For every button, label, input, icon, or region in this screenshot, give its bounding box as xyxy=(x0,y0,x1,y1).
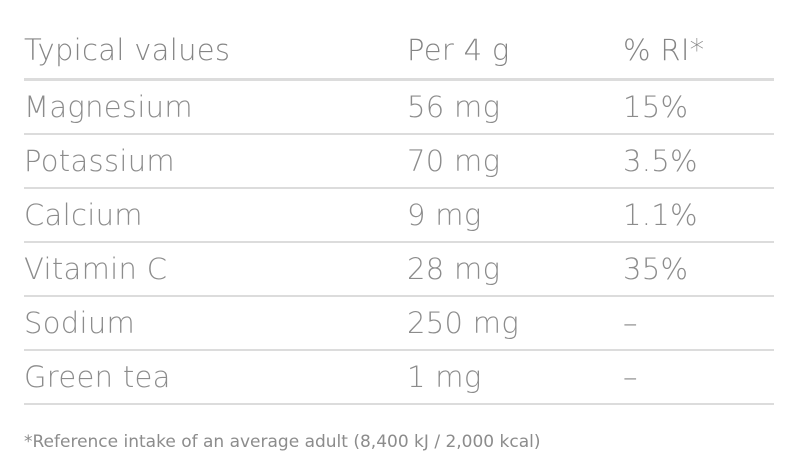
table-row: Magnesium 56 mg 15% xyxy=(24,81,774,135)
nutrient-ri: 35% xyxy=(623,252,689,286)
table-row: Green tea 1 mg – xyxy=(24,351,774,405)
nutrient-amount: 1 mg xyxy=(407,360,482,394)
nutrient-name: Magnesium xyxy=(24,90,193,124)
nutrient-name: Sodium xyxy=(24,306,136,340)
header-per-serving: Per 4 g xyxy=(407,33,510,67)
nutrition-table: Typical values Per 4 g % RI* Magnesium 56… xyxy=(24,22,774,405)
table-row: Potassium 70 mg 3.5% xyxy=(24,135,774,189)
nutrient-name: Vitamin C xyxy=(24,252,168,286)
nutrient-name: Potassium xyxy=(24,144,175,178)
nutrient-amount: 9 mg xyxy=(407,198,482,232)
nutrient-amount: 250 mg xyxy=(407,306,520,340)
nutrient-ri: 3.5% xyxy=(623,144,698,178)
nutrient-name: Green tea xyxy=(24,360,171,394)
nutrient-ri: 1.1% xyxy=(623,198,698,232)
header-typical-values: Typical values xyxy=(24,33,231,67)
nutrient-amount: 70 mg xyxy=(407,144,501,178)
header-ri: % RI* xyxy=(623,33,705,67)
nutrient-ri: 15% xyxy=(623,90,689,124)
table-row: Sodium 250 mg – xyxy=(24,297,774,351)
nutrient-amount: 28 mg xyxy=(407,252,501,286)
nutrient-name: Calcium xyxy=(24,198,143,232)
table-row: Calcium 9 mg 1.1% xyxy=(24,189,774,243)
table-row: Vitamin C 28 mg 35% xyxy=(24,243,774,297)
table-header: Typical values Per 4 g % RI* xyxy=(24,22,774,81)
nutrient-ri: – xyxy=(623,306,638,340)
nutrient-amount: 56 mg xyxy=(407,90,501,124)
footnote: *Reference intake of an average adult (8… xyxy=(24,432,541,452)
nutrient-ri: – xyxy=(623,360,638,394)
